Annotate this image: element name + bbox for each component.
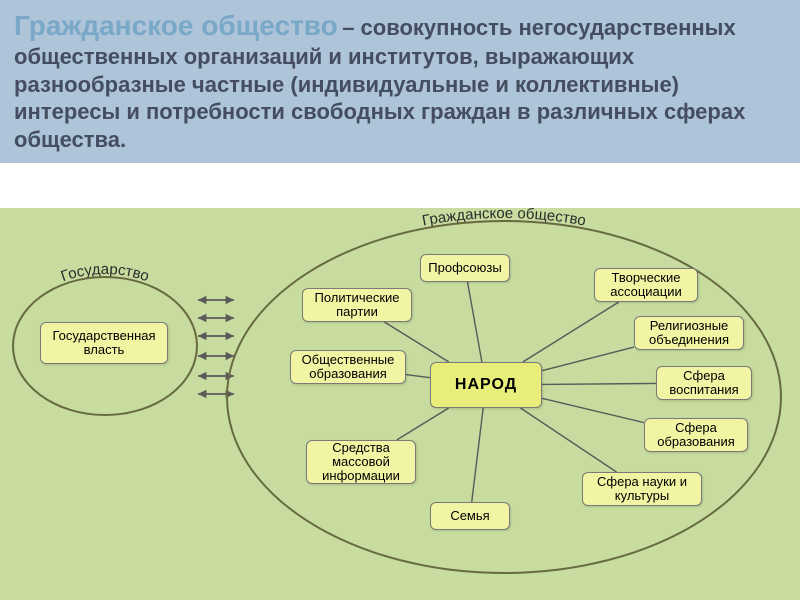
- node-family: Семья: [430, 502, 510, 530]
- diagram-area: ГосударствоГражданское общество Государс…: [0, 0, 800, 600]
- node-parties: Политические партии: [302, 288, 412, 322]
- node-upbring: Сфера воспитания: [656, 366, 752, 400]
- people-center-box: НАРОД: [430, 362, 542, 408]
- node-science: Сфера науки и культуры: [582, 472, 702, 506]
- node-pubedu: Общественные образования: [290, 350, 406, 384]
- state-power-box: Государственная власть: [40, 322, 168, 364]
- node-edu: Сфера образования: [644, 418, 748, 452]
- node-media: Средства массовой информации: [306, 440, 416, 484]
- node-religion: Религиозные объединения: [634, 316, 744, 350]
- node-unions: Профсоюзы: [420, 254, 510, 282]
- node-creative: Творческие ассоциации: [594, 268, 698, 302]
